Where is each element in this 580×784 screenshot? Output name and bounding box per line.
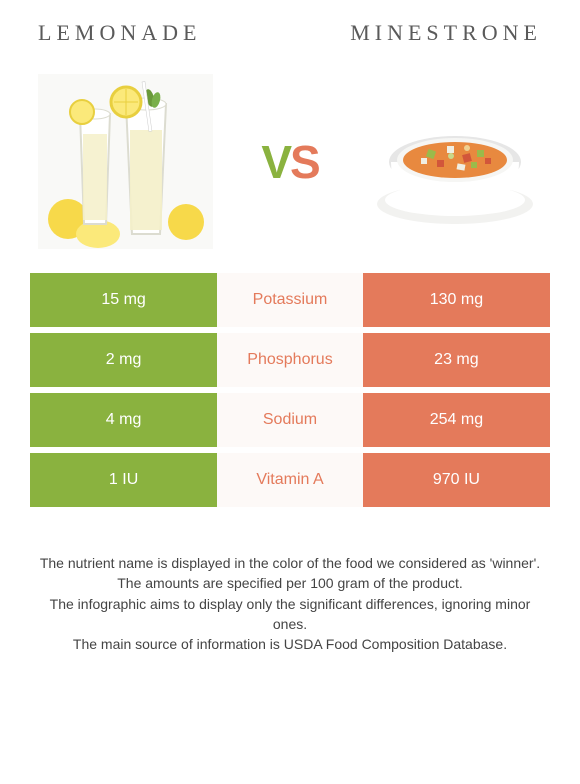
title-lemonade: Lemonade [38,20,201,46]
lemonade-image [38,74,213,249]
cell-left: 15 mg [30,273,217,327]
cell-left: 4 mg [30,393,217,447]
cell-label: Potassium [217,273,363,327]
cell-right: 254 mg [363,393,550,447]
cell-left: 1 IU [30,453,217,507]
minestrone-svg [367,74,542,249]
footer-line: The main source of information is USDA F… [36,634,544,654]
nutrient-table: 15 mg Potassium 130 mg 2 mg Phosphorus 2… [30,273,550,507]
minestrone-image [367,74,542,249]
images-row: VS [30,74,550,249]
table-row: 15 mg Potassium 130 mg [30,273,550,327]
table-row: 4 mg Sodium 254 mg [30,393,550,447]
vs-v: V [261,136,290,188]
table-row: 2 mg Phosphorus 23 mg [30,333,550,387]
cell-label: Sodium [217,393,363,447]
cell-left: 2 mg [30,333,217,387]
lemonade-svg [38,74,213,249]
vs-s: S [290,136,319,188]
vs-badge: VS [261,135,318,189]
cell-label: Phosphorus [217,333,363,387]
cell-right: 970 IU [363,453,550,507]
cell-label: Vitamin A [217,453,363,507]
footer-line: The amounts are specified per 100 gram o… [36,573,544,593]
footer-notes: The nutrient name is displayed in the co… [30,553,550,654]
header-row: Lemonade Minestrone [30,20,550,46]
cell-right: 23 mg [363,333,550,387]
title-minestrone: Minestrone [350,20,542,46]
footer-line: The nutrient name is displayed in the co… [36,553,544,573]
footer-line: The infographic aims to display only the… [36,594,544,635]
cell-right: 130 mg [363,273,550,327]
table-row: 1 IU Vitamin A 970 IU [30,453,550,507]
